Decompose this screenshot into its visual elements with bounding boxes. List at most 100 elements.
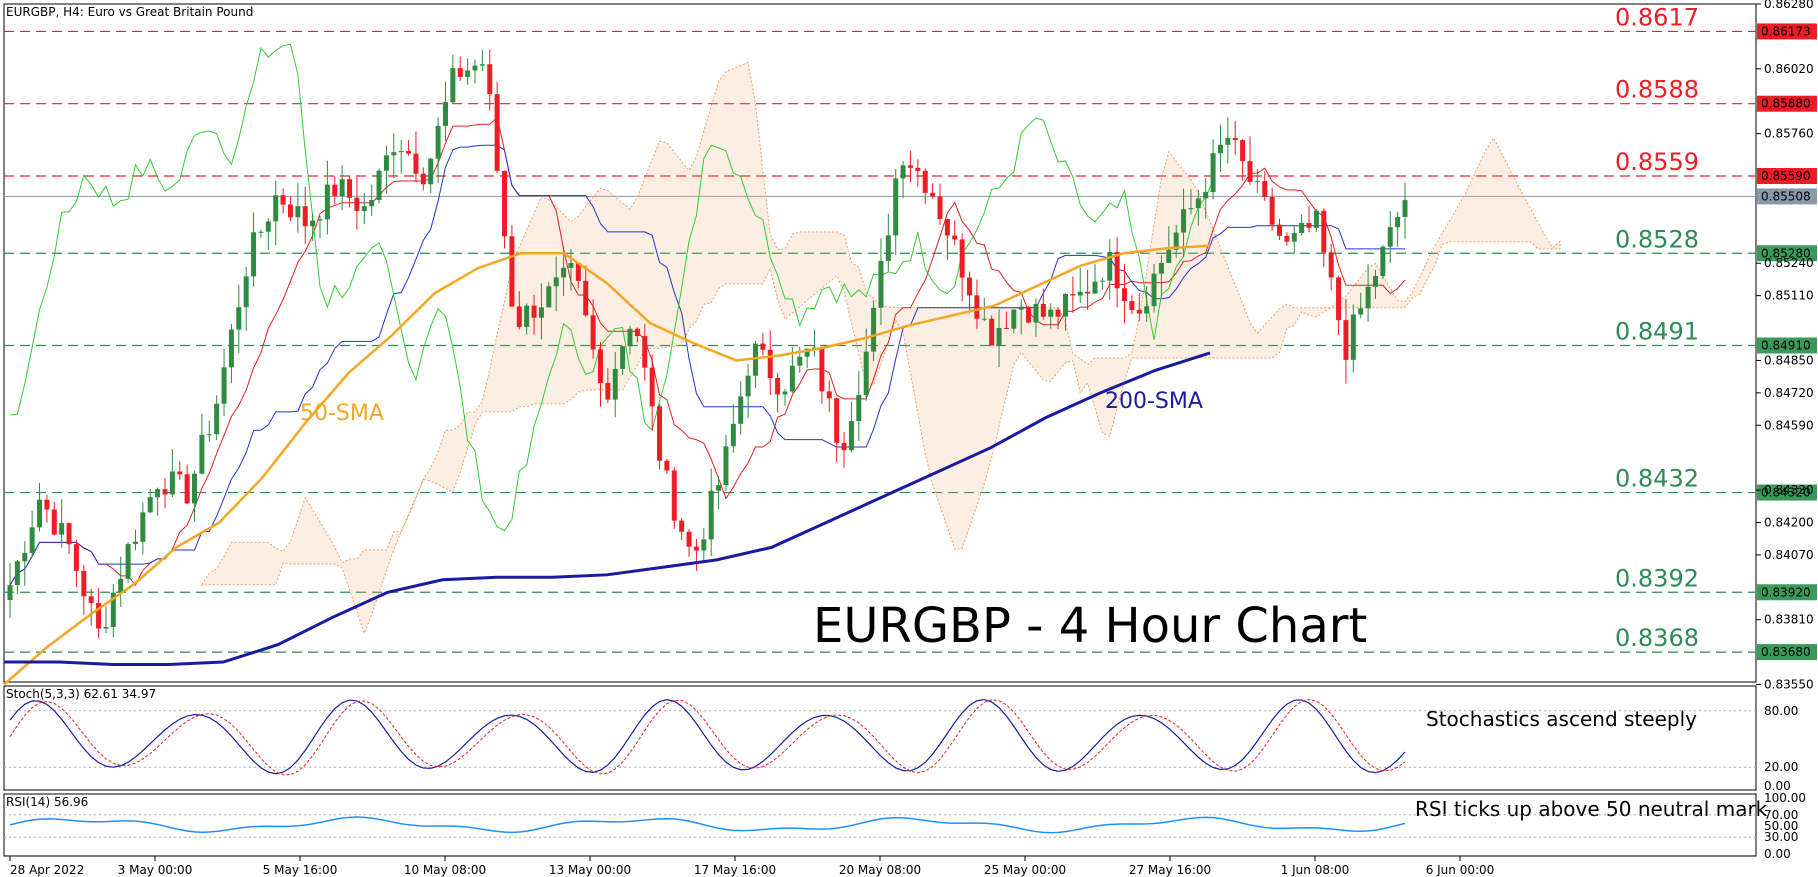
candle-body [819,347,825,392]
level-label: 0.8432 [1615,465,1699,493]
candle-body [664,460,670,471]
candle-body [671,470,677,521]
candle-body [752,343,758,376]
candle-body [952,235,958,240]
candle-body [406,151,412,154]
candle-body [893,178,899,236]
candle-body [863,351,869,395]
y-tick-label: 0.86020 [1764,62,1814,76]
level-label: 0.8392 [1615,564,1699,592]
candle-body [1158,262,1164,274]
candle-body [1387,227,1393,247]
candle-body [1173,232,1179,250]
level-label: 0.8617 [1615,3,1699,31]
candle-body [1217,144,1223,154]
current-price-tag: 0.85508 [1761,189,1811,203]
candle-body [967,277,973,296]
candle-body [944,218,950,236]
candle-body [900,165,906,179]
candle-body [1299,222,1305,233]
rsi-note: RSI ticks up above 50 neutral mark [1415,797,1768,821]
candle-body [332,184,338,196]
candle-body [1262,180,1268,197]
candle-body [465,70,471,77]
price-tag: 0.83920 [1761,585,1811,599]
candle-body [996,327,1002,346]
x-tick-label: 27 May 16:00 [1129,863,1211,877]
candle-body [435,125,441,159]
price-tag-bg [1757,245,1817,262]
candle-body [989,318,995,346]
candle-body [398,151,404,153]
candle-body [1144,306,1150,314]
candle-body [812,347,818,349]
candle-body [310,220,316,227]
price-tag: 0.83680 [1761,645,1811,659]
candle-body [140,512,146,542]
candle-body [177,471,183,475]
candle-body [1313,210,1319,228]
x-tick-label: 1 Jun 08:00 [1281,863,1350,877]
candle-body [273,195,279,222]
candle-body [155,489,161,498]
candle-body [922,170,928,193]
candle-body [937,196,943,219]
candle-body [1085,291,1091,294]
candle-body [701,539,707,551]
candle-body [509,236,515,307]
candle-body [228,329,234,368]
candle-body [1284,235,1290,242]
candle-body [789,365,795,392]
price-tag-bg [1757,95,1817,112]
level-label: 0.8368 [1615,624,1699,652]
candle-body [583,280,589,316]
candle-body [169,471,175,495]
candle-body [1077,291,1083,296]
candle-body [1358,308,1364,315]
candle-body [1210,153,1216,192]
candle-body [413,153,419,174]
price-tag-bg [1757,23,1817,40]
candle-body [649,367,655,407]
candle-body [686,531,692,547]
candle-body [214,403,220,435]
chart-title: EURGBP - 4 Hour Chart [813,598,1367,654]
candle-body [597,349,603,384]
candle-body [1011,309,1017,329]
candle-body [59,523,65,535]
candle-body [797,356,803,366]
candle-body [14,561,20,586]
level-label: 0.8588 [1615,76,1699,104]
candle-body [546,286,552,308]
y-tick-label: 0.83550 [1764,677,1814,691]
candle-body [347,179,353,198]
candle-body [7,585,13,601]
candle-body [1225,137,1231,145]
candle-body [1321,210,1327,253]
candle-body [494,94,500,171]
candle-body [1306,222,1312,228]
candle-body [981,318,987,320]
candle-body [1380,246,1386,277]
candle-body [1291,232,1297,242]
candle-body [88,596,94,604]
candle-body [856,394,862,422]
symbol-header: EURGBP, H4: Euro vs Great Britain Pound [6,5,253,19]
candle-body [745,375,751,397]
y-tick-label: 0.84850 [1764,353,1814,367]
candle-body [1269,196,1275,225]
x-tick-label: 20 May 08:00 [839,863,921,877]
candle-body [679,520,685,532]
candle-body [775,377,781,395]
price-tag-bg [1757,584,1817,601]
candle-body [1003,327,1009,329]
candle-body [184,474,190,504]
candle-body [118,578,124,593]
candle-body [1336,277,1342,321]
candle-body [1040,303,1046,317]
candle-body [22,552,28,562]
candle-body [834,398,840,443]
candle-body [1136,309,1142,314]
candle-body [1055,309,1061,317]
